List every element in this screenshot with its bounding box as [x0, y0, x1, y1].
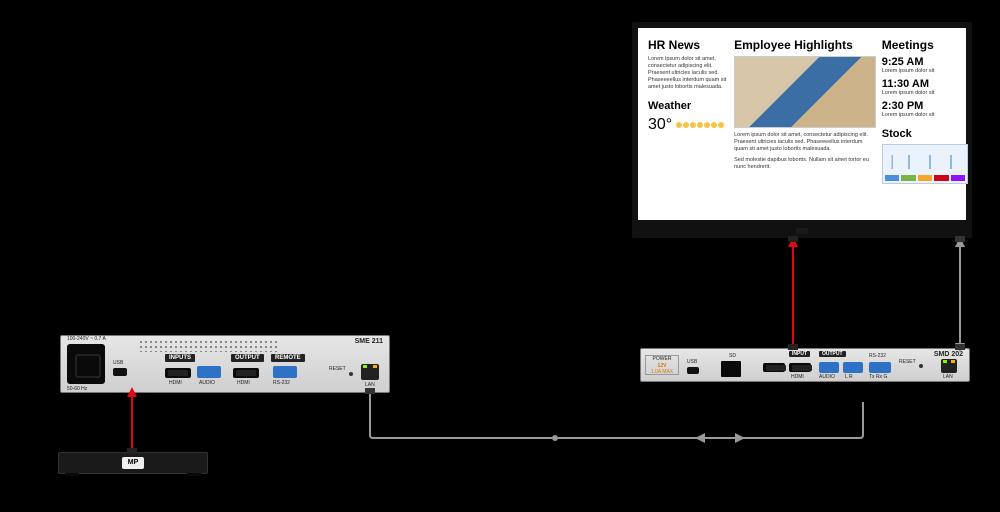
highlights-body-2: Sed molestie dapibus lobortis. Nullam si… [734, 157, 876, 171]
stock-chart [882, 144, 968, 184]
audio-input-port [197, 366, 221, 378]
input-section-label-2: INPUT [789, 351, 810, 357]
display-screen: HR News Lorem ipsum dolor sit amet, cons… [638, 28, 966, 220]
decoder-smd202: SMD 202 POWER 12V 1.0A MAX USB SD INPUT … [640, 348, 970, 382]
lan-label-2: LAN [943, 374, 953, 380]
sme211-model-label: SME 211 [355, 338, 383, 345]
media-player: MP [58, 452, 208, 474]
hdmi-thru-port [763, 363, 785, 372]
power-freq-label: 50-60 Hz [67, 386, 87, 392]
output-section-label-2: OUTPUT [819, 351, 846, 357]
usb-label: USB [113, 360, 123, 366]
weather-row: 30° [648, 116, 728, 134]
stock-title: Stock [882, 128, 968, 140]
usb-port-2 [687, 367, 699, 374]
hdmi-in-label-2: HDMI [791, 374, 804, 380]
reset-button-2 [919, 364, 923, 368]
meeting-sub-1: Lorem ipsum dolor sit [882, 90, 968, 96]
sd-label: SD [729, 353, 736, 359]
hdmi-in-port-2 [789, 363, 811, 372]
iec-power-inlet [67, 344, 105, 384]
hdmi-output-port [233, 368, 259, 378]
reset-button [349, 372, 353, 376]
power-connector: POWER 12V 1.0A MAX [645, 355, 679, 375]
vent-holes [139, 340, 279, 352]
diagram-stage: HR News Lorem ipsum dolor sit amet, cons… [0, 0, 1000, 512]
media-player-badge: MP [122, 457, 144, 469]
remote-section-label: REMOTE [271, 354, 305, 362]
hdmi-input-port [165, 368, 191, 378]
meeting-time-2: 2:30 PM [882, 100, 968, 112]
meeting-sub-0: Lorem ipsum dolor sit [882, 68, 968, 74]
inputs-section-label: INPUTS [165, 354, 195, 362]
hdmi-out-label: HDMI [237, 380, 250, 386]
power-label-3: 1.0A MAX [646, 369, 678, 376]
weather-title: Weather [648, 100, 728, 112]
cable-lan-to-decoder [558, 402, 863, 438]
sd-slot [721, 361, 741, 377]
rs232-port [273, 366, 297, 378]
weather-forecast-icons [676, 122, 724, 128]
screen-col-mid: Employee Highlights Lorem ipsum dolor si… [734, 38, 876, 210]
reset-label-2: RESET [899, 359, 916, 365]
highlights-title: Employee Highlights [734, 38, 876, 52]
highlights-body-1: Lorem ipsum dolor sit amet, consectetur … [734, 132, 876, 153]
usb-port [113, 368, 127, 376]
lr-label: L R [845, 374, 853, 380]
hdmi-in-label: HDMI [169, 380, 182, 386]
network-node-icon [552, 435, 558, 441]
hr-news-body: Lorem ipsum dolor sit amet, consectetur … [648, 56, 728, 90]
output-section-label: OUTPUT [231, 354, 264, 362]
digital-signage-display: HR News Lorem ipsum dolor sit amet, cons… [632, 22, 972, 238]
meeting-time-0: 9:25 AM [882, 56, 968, 68]
txrx-label: Tx Rx G [869, 374, 887, 380]
usb-label-2: USB [687, 359, 697, 365]
screen-col-left: HR News Lorem ipsum dolor sit amet, cons… [648, 38, 728, 210]
reset-label: RESET [329, 366, 346, 372]
audio-out-label: AUDIO [819, 374, 835, 380]
rs232-label: RS-232 [273, 380, 290, 386]
highlights-photo [734, 56, 876, 128]
meeting-time-1: 11:30 AM [882, 78, 968, 90]
display-power-button [796, 228, 808, 234]
weather-temp: 30° [648, 116, 672, 134]
cable-lan-encoder [370, 392, 552, 438]
audio-label: AUDIO [199, 380, 215, 386]
encoder-sme211: SME 211 100-240V ~ 0.7 A 50-60 Hz USB IN… [60, 335, 390, 393]
lan-port-2 [941, 359, 957, 373]
screen-col-right: Meetings 9:25 AM Lorem ipsum dolor sit 1… [882, 38, 968, 210]
lan-label: LAN [365, 382, 375, 388]
audio-out-port-2 [843, 362, 863, 373]
rs232-label-2: RS-232 [869, 353, 886, 359]
audio-out-port [819, 362, 839, 373]
rs232-port-2 [869, 362, 891, 373]
hr-news-title: HR News [648, 38, 728, 52]
meetings-title: Meetings [882, 38, 968, 52]
smd202-model-label: SMD 202 [934, 351, 963, 358]
lan-port [361, 364, 379, 380]
power-spec-label: 100-240V ~ 0.7 A [67, 336, 106, 342]
meeting-sub-2: Lorem ipsum dolor sit [882, 112, 968, 118]
